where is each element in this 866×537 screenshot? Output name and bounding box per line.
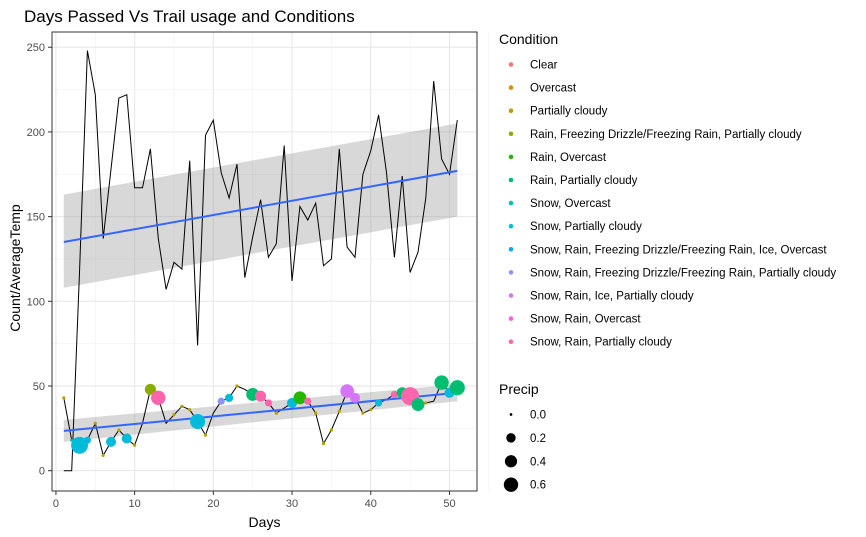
plot-area: 0 10 20 30 40 50 0 50 100 150 200 250 (27, 31, 490, 510)
legend-precip-swatch (506, 433, 516, 443)
data-point (117, 428, 121, 432)
legend-condition-swatch (508, 223, 514, 229)
data-point (190, 414, 206, 430)
legend-condition-swatch (508, 154, 514, 160)
legend-condition-swatch (508, 62, 514, 67)
legend-condition-label: Snow, Rain, Partially cloudy (530, 337, 672, 349)
legend-condition-label: Overcast (530, 83, 577, 95)
legend-condition-label: Snow, Rain, Freezing Drizzle/Freezing Ra… (530, 244, 827, 256)
y-tick-label: 250 (27, 42, 45, 54)
legend-condition-swatch (508, 316, 514, 321)
legend-precip-label: 0.6 (530, 480, 546, 492)
legend-condition-swatch (508, 293, 514, 298)
legend-condition-swatch (508, 270, 514, 275)
data-point (133, 443, 137, 447)
legend-condition-label: Snow, Rain, Overcast (530, 314, 641, 326)
plot-border (51, 31, 478, 492)
data-point (217, 397, 225, 405)
legend-precip-label: 0.4 (530, 456, 547, 468)
legend-precip-label: 0.2 (530, 433, 546, 445)
plot-background (52, 32, 477, 491)
y-tick-label: 0 (39, 466, 45, 478)
data-point (349, 392, 361, 403)
legend-condition-label: Snow, Rain, Freezing Drizzle/Freezing Ra… (530, 267, 836, 279)
data-point (329, 428, 333, 432)
data-point (361, 411, 365, 415)
legend-condition-swatch (508, 108, 514, 113)
legend-condition-swatch (508, 131, 514, 137)
data-point (424, 401, 428, 405)
legend-condition-swatch (508, 339, 514, 345)
data-point (101, 453, 105, 458)
legend-condition-swatch (508, 200, 514, 206)
data-point (411, 398, 425, 412)
data-point (93, 421, 97, 425)
data-point (121, 433, 132, 444)
y-tick-label: 150 (27, 212, 45, 224)
legend-precip-title: Precip (499, 381, 539, 397)
legend: Condition Clear Overcast Partially cloudy Ra… (499, 31, 836, 492)
data-point (293, 391, 307, 405)
legend-precip-swatch (504, 455, 518, 468)
legend-condition-label: Rain, Freezing Drizzle/Freezing Rain, Pa… (530, 129, 802, 141)
data-point (144, 383, 156, 395)
legend-precip-label: 0.0 (530, 410, 546, 422)
x-tick-label: 20 (207, 498, 219, 510)
data-point (449, 380, 465, 396)
legend-precip-swatch (503, 477, 519, 492)
data-point (151, 390, 166, 406)
legend-condition-label: Snow, Partially cloudy (530, 221, 642, 233)
chart-title: Days Passed Vs Trail usage and Condition… (24, 7, 355, 26)
y-tick-label: 200 (27, 127, 45, 139)
data-point (340, 384, 354, 398)
legend-condition-label: Rain, Overcast (530, 152, 607, 164)
data-point (390, 390, 398, 399)
data-point (304, 397, 312, 405)
y-tick-label: 100 (27, 296, 45, 308)
data-point (274, 411, 278, 415)
legend-condition-label: Snow, Rain, Ice, Partially cloudy (530, 291, 694, 303)
legend-condition-label: Clear (530, 60, 558, 72)
data-point (106, 436, 117, 447)
data-point (375, 399, 383, 407)
data-point (314, 411, 318, 415)
x-tick-label: 0 (53, 498, 59, 510)
data-point (180, 404, 184, 408)
data-point (224, 393, 234, 402)
data-point (434, 375, 449, 390)
y-tick-label: 50 (33, 381, 45, 393)
trend-line (63, 391, 458, 432)
legend-condition-label: Partially cloudy (530, 106, 608, 118)
y-axis-label: Count/AverageTemp (7, 204, 23, 332)
data-point (172, 413, 176, 417)
legend-condition-label: Snow, Overcast (530, 198, 611, 210)
x-tick-label: 30 (286, 498, 298, 510)
data-point (321, 441, 326, 446)
data-point (264, 399, 273, 407)
data-point (235, 384, 239, 388)
legend-condition-title: Condition (499, 31, 558, 47)
data-point (203, 433, 208, 437)
data-point (188, 408, 192, 412)
series-line (63, 50, 458, 472)
legend-condition-swatch (508, 85, 514, 90)
x-tick-label: 40 (365, 498, 377, 510)
data-point (62, 396, 66, 400)
x-tick-label: 10 (129, 498, 141, 510)
data-point (71, 436, 88, 454)
x-axis-label: Days (249, 514, 281, 530)
data-point (255, 390, 267, 402)
data-point (83, 436, 91, 444)
data-point (337, 409, 341, 413)
legend-precip-swatch (509, 413, 513, 416)
data-point (369, 408, 373, 412)
legend-condition-label: Rain, Partially cloudy (530, 175, 638, 187)
x-tick-label: 50 (443, 498, 455, 510)
trend-line (63, 169, 458, 244)
legend-condition-swatch (508, 177, 514, 183)
legend-condition-swatch (508, 247, 514, 252)
